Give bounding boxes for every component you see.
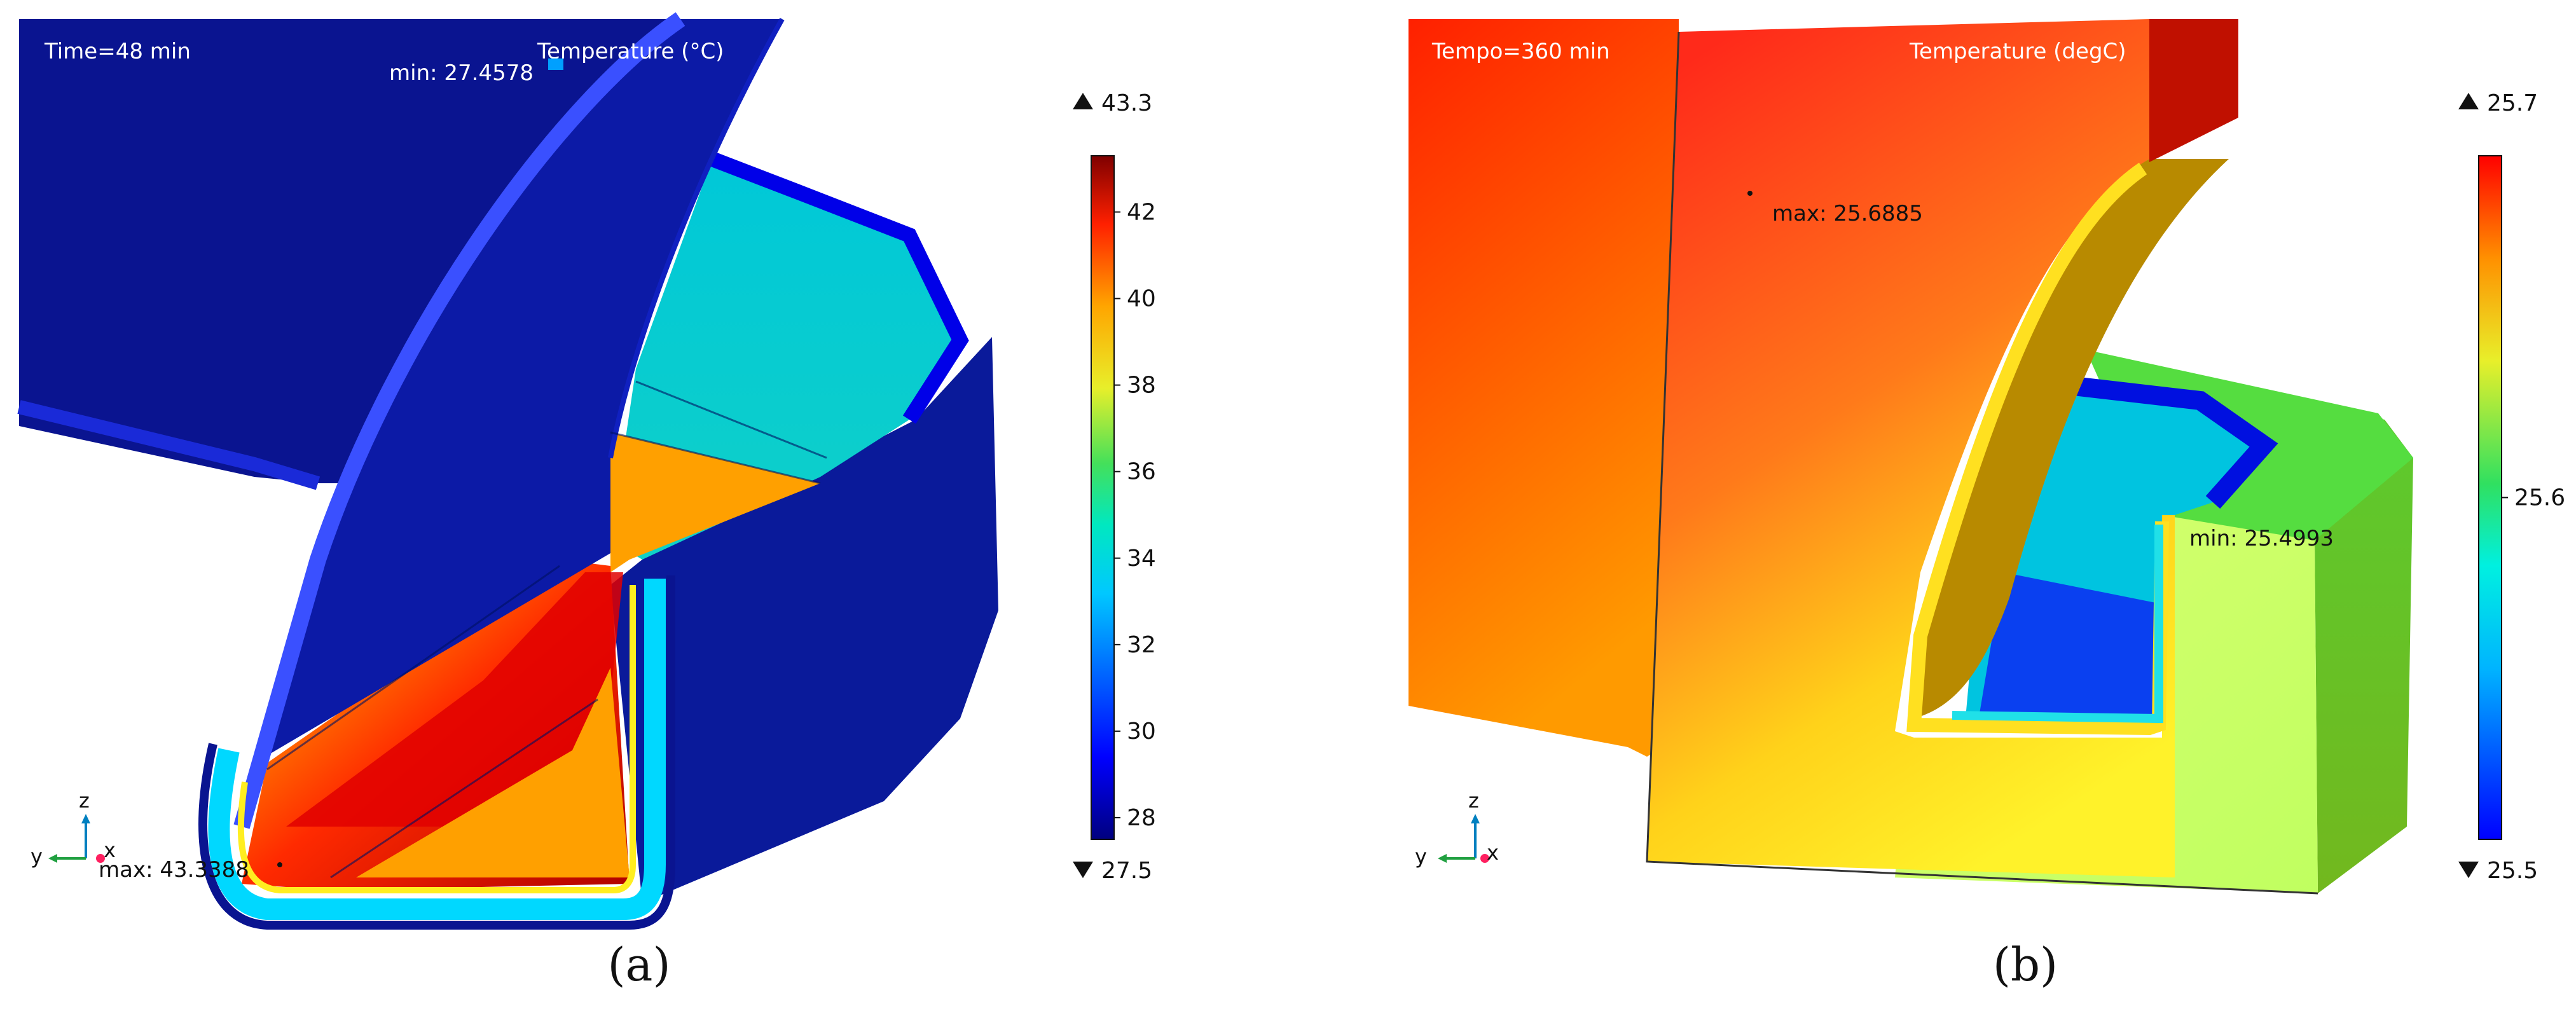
panel-a-colorbar-tick-label: 40: [1127, 286, 1156, 312]
panel-b-axis-y: y: [1415, 844, 1427, 869]
panel-a-hot-core: [286, 572, 623, 827]
panel-a-u-rim-outer: [198, 575, 675, 930]
panel-a-colorbar-tick-label: 36: [1127, 459, 1156, 485]
panel-b-back-wall: [1409, 19, 1679, 757]
panel-a-axis-triad: z y x: [31, 788, 116, 869]
panel-a-colorbar-tick-label: 42: [1127, 199, 1156, 225]
panel-a-colorbar-tick-label: 28: [1127, 805, 1156, 831]
panel-a-axis-z: z: [79, 788, 90, 813]
panel-b-axis-x: x: [1487, 841, 1499, 865]
panel-b-max-label: max: 25.6885: [1772, 201, 1923, 226]
panel-a-colorbar-min: 27.5: [1101, 858, 1152, 884]
panel-a-blade-front: [254, 19, 782, 763]
panel-b-blade-rim-cyan: [1952, 525, 2163, 724]
panel-a-u-rim-inner: [237, 585, 636, 893]
panel-a-colorbar-max-arrow: [1073, 93, 1093, 109]
panel-a-colorbar: 43.3 42 40 38 36 34 32 30 28 27.5: [1073, 90, 1156, 884]
panel-b-front-outline: [1646, 31, 2318, 895]
panel-b-axis-z: z: [1468, 788, 1479, 813]
panel-b-axis-triad: z y x: [1415, 788, 1499, 869]
panel-b-quantity-label: Temperature (degC): [1909, 39, 2126, 64]
panel-a-colorbar-bar: [1091, 155, 1115, 840]
panel-b-colorbar: 25.7 25.6 25.5: [2458, 90, 2565, 884]
panel-a-max-marker: [277, 862, 282, 867]
panel-b-front-face: [1647, 19, 2175, 877]
panel-a-colorbar-ticks: 42 40 38 36 34 32 30 28: [1114, 199, 1156, 831]
panel-a: Time=48 min Temperature (°C) min: 27.457…: [17, 12, 1156, 941]
panel-b-max-marker: [1747, 191, 1753, 196]
panel-b-colorbar-ticks: 25.6: [2502, 485, 2565, 511]
panel-a-colorbar-tick-label: 34: [1127, 546, 1156, 572]
panel-b-colorbar-min: 25.5: [2487, 858, 2538, 884]
panel-b-min-label: min: 25.4993: [2189, 526, 2334, 551]
panel-a-colorbar-tick-label: 32: [1127, 632, 1156, 658]
panel-a-quantity-label: Temperature (°C): [537, 39, 724, 64]
panel-a-min-marker: [548, 58, 563, 70]
panel-a-min-label: min: 27.4578: [389, 60, 534, 86]
panel-a-blade-edge: [233, 12, 685, 829]
panel-a-u-rim: [208, 579, 666, 920]
panel-a-floor-orange-low: [356, 668, 630, 877]
caption-a: (a): [607, 938, 670, 991]
panel-a-vessel-outer: [610, 337, 998, 903]
panel-a-axis-y: y: [31, 844, 43, 869]
panel-a-colorbar-min-arrow: [1073, 862, 1093, 878]
panel-a-colorbar-max: 43.3: [1101, 90, 1152, 116]
panel-a-inner-rim: [709, 151, 969, 424]
panel-a-floor-orange: [610, 432, 820, 572]
panel-a-axis-x: x: [104, 838, 116, 862]
panel-a-time-label: Time=48 min: [44, 39, 191, 64]
panel-a-max-label: max: 43.3388: [99, 857, 249, 883]
panel-a-mesh-lines: [266, 380, 827, 879]
panel-b-colorbar-min-arrow: [2458, 862, 2479, 878]
panel-b: Tempo=360 min Temperature (degC) max: 25…: [1409, 19, 2565, 895]
panel-b-colorbar-max: 25.7: [2487, 90, 2538, 116]
panel-b-top-block: [2149, 19, 2238, 162]
panel-a-blade-top: [608, 18, 785, 458]
panel-a-outer-wall-edge: [17, 400, 320, 490]
panel-b-colorbar-tick-label: 25.6: [2514, 485, 2565, 511]
panel-a-colorbar-tick-label: 30: [1127, 719, 1156, 745]
panel-b-blade-rim: [1906, 162, 2169, 736]
panel-a-colorbar-tick-label: 38: [1127, 373, 1156, 399]
panel-b-colorbar-max-arrow: [2458, 93, 2479, 109]
panel-b-colorbar-bar: [2478, 155, 2502, 840]
caption-b: (b): [1993, 938, 2058, 991]
panel-b-blade: [1914, 159, 2229, 719]
panel-b-inner-floor: [1978, 572, 2162, 725]
panel-b-inner-blue: [2034, 372, 2278, 509]
panel-b-time-label: Tempo=360 min: [1431, 39, 1610, 64]
